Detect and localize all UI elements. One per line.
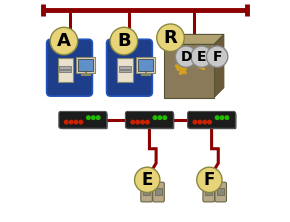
Circle shape	[153, 116, 157, 119]
Circle shape	[92, 116, 95, 119]
Text: A: A	[57, 32, 71, 50]
FancyBboxPatch shape	[189, 113, 236, 129]
FancyBboxPatch shape	[136, 57, 155, 73]
FancyBboxPatch shape	[57, 58, 72, 82]
Text: R: R	[164, 29, 177, 47]
FancyBboxPatch shape	[164, 44, 215, 98]
Circle shape	[69, 120, 73, 124]
Circle shape	[208, 120, 211, 124]
Circle shape	[141, 120, 144, 124]
Circle shape	[215, 116, 219, 119]
FancyBboxPatch shape	[203, 182, 215, 202]
FancyBboxPatch shape	[119, 70, 131, 72]
FancyBboxPatch shape	[126, 111, 173, 128]
Circle shape	[74, 120, 78, 124]
Circle shape	[79, 120, 83, 124]
Circle shape	[110, 27, 138, 55]
FancyBboxPatch shape	[59, 111, 107, 128]
Circle shape	[175, 46, 197, 67]
Circle shape	[225, 116, 229, 119]
FancyBboxPatch shape	[78, 59, 93, 71]
Circle shape	[135, 167, 160, 192]
Circle shape	[191, 46, 212, 67]
FancyBboxPatch shape	[138, 59, 153, 71]
Circle shape	[203, 120, 206, 124]
FancyBboxPatch shape	[47, 39, 93, 96]
FancyBboxPatch shape	[107, 39, 152, 96]
Circle shape	[197, 167, 222, 192]
FancyBboxPatch shape	[61, 113, 108, 129]
Text: D: D	[180, 50, 192, 64]
FancyBboxPatch shape	[59, 70, 71, 72]
Circle shape	[146, 120, 149, 124]
FancyBboxPatch shape	[141, 182, 152, 202]
Polygon shape	[165, 34, 224, 44]
FancyBboxPatch shape	[153, 182, 164, 202]
Circle shape	[157, 24, 184, 52]
Circle shape	[206, 46, 228, 67]
FancyBboxPatch shape	[119, 66, 131, 69]
FancyBboxPatch shape	[155, 188, 162, 195]
FancyBboxPatch shape	[59, 66, 71, 69]
Text: F: F	[204, 171, 215, 189]
FancyBboxPatch shape	[127, 113, 174, 129]
FancyBboxPatch shape	[215, 182, 226, 202]
Circle shape	[158, 116, 162, 119]
Circle shape	[136, 120, 139, 124]
Circle shape	[220, 116, 224, 119]
FancyBboxPatch shape	[76, 57, 95, 73]
FancyBboxPatch shape	[188, 111, 235, 128]
Circle shape	[96, 116, 100, 119]
FancyBboxPatch shape	[117, 58, 133, 82]
Text: B: B	[117, 32, 131, 50]
Text: E: E	[142, 171, 153, 189]
Text: F: F	[212, 50, 222, 64]
Circle shape	[50, 27, 78, 55]
Circle shape	[87, 116, 90, 119]
FancyBboxPatch shape	[205, 188, 213, 195]
Polygon shape	[214, 34, 224, 98]
FancyBboxPatch shape	[217, 188, 224, 195]
Circle shape	[64, 120, 68, 124]
Circle shape	[198, 120, 202, 124]
FancyBboxPatch shape	[143, 188, 150, 195]
Text: E: E	[197, 50, 206, 64]
Circle shape	[193, 120, 197, 124]
Circle shape	[163, 116, 166, 119]
Circle shape	[131, 120, 135, 124]
